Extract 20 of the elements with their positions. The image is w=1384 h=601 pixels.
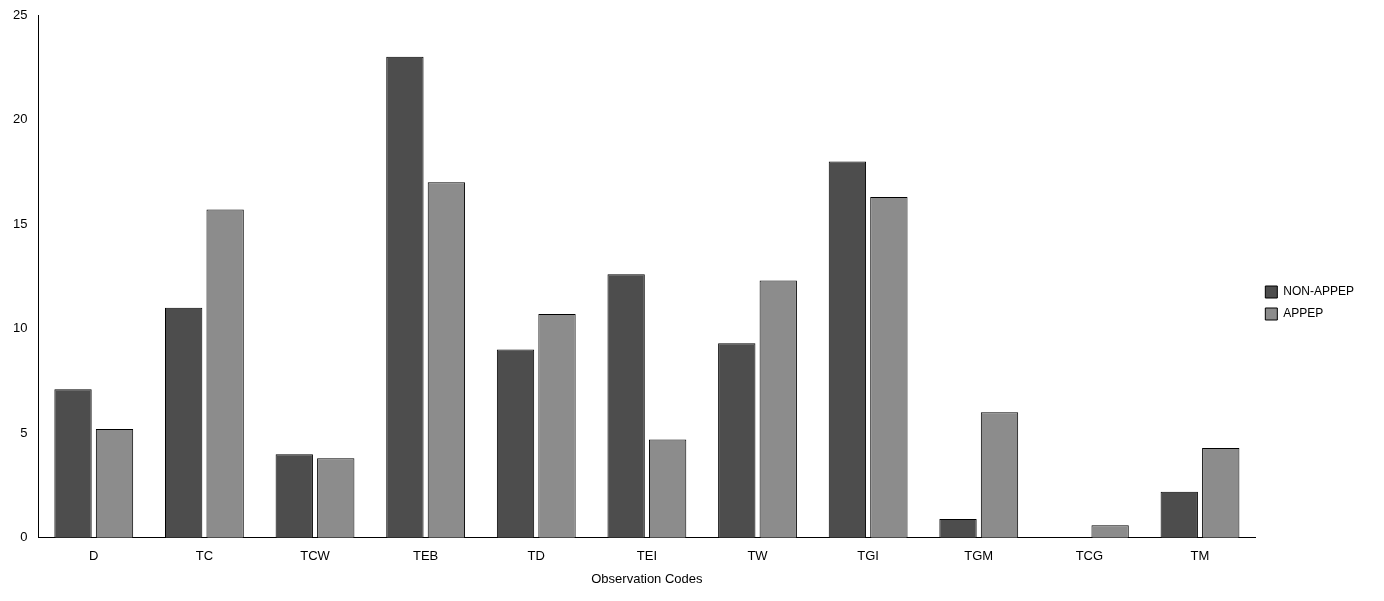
x-tick-label: D xyxy=(89,548,99,564)
y-tick-label: 15 xyxy=(12,215,28,231)
x-tick-label: TCW xyxy=(300,548,331,564)
y-tick-label: 10 xyxy=(12,320,28,336)
x-tick-label: TEB xyxy=(412,548,439,564)
x-tick-label: TM xyxy=(1190,548,1210,564)
x-tick-label: TD xyxy=(527,548,545,564)
x-tick-label: TEI xyxy=(636,548,658,564)
y-tick-label: 25 xyxy=(12,6,28,22)
legend-label: NON-APPEP xyxy=(1283,284,1355,299)
y-tick-label: 5 xyxy=(20,424,28,440)
x-tick-label: TGI xyxy=(857,548,879,564)
x-tick-label: TW xyxy=(747,548,769,564)
legend-label: APPEP xyxy=(1283,306,1324,321)
y-tick-label: 0 xyxy=(20,529,28,545)
y-tick-label: 20 xyxy=(12,111,28,127)
x-tick-label: TGM xyxy=(964,548,994,564)
x-tick-label: TCG xyxy=(1075,548,1104,564)
x-axis-title: Observation Codes xyxy=(591,570,704,586)
x-tick-label: TC xyxy=(195,548,214,564)
